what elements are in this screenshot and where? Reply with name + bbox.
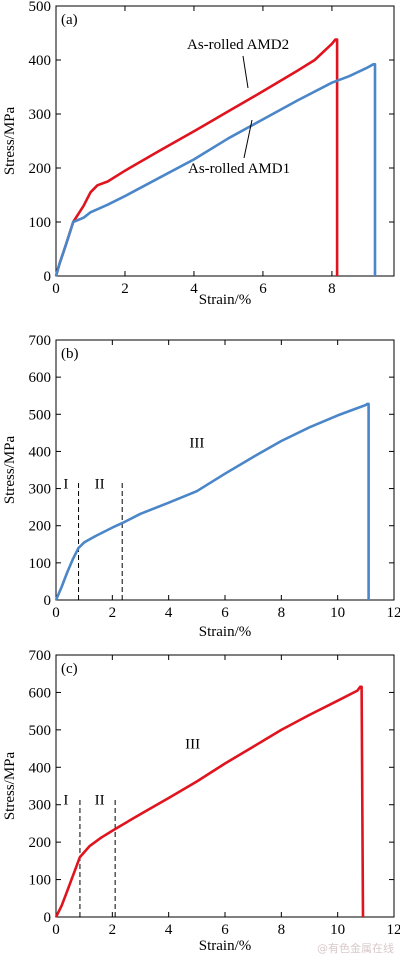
x-tick-label: 10 [330, 605, 345, 621]
x-tick-label: 4 [165, 605, 173, 621]
series-line [54, 402, 370, 601]
x-tick-label: 2 [121, 281, 129, 297]
y-tick-label: 400 [29, 53, 52, 69]
panel-label: (b) [61, 346, 79, 362]
x-tick-label: 12 [387, 605, 400, 621]
y-tick-label: 500 [29, 723, 52, 739]
stage-label: III [189, 436, 204, 452]
x-tick-label: 2 [109, 922, 117, 938]
y-tick-label: 100 [29, 873, 52, 889]
y-tick-label: 200 [29, 161, 52, 177]
x-tick-label: 4 [190, 281, 198, 297]
plot-frame [55, 5, 395, 277]
x-tick-label: 0 [52, 922, 60, 938]
plot-frame [55, 654, 395, 918]
x-tick-label: 8 [328, 281, 336, 297]
x-tick-label: 2 [109, 605, 117, 621]
x-tick-label: 10 [330, 922, 345, 938]
x-tick-label: 8 [278, 605, 286, 621]
series-label-leader [243, 119, 253, 159]
y-tick-label: 100 [29, 215, 52, 231]
stage-label: II [95, 793, 105, 809]
y-tick-label: 300 [29, 482, 52, 498]
series-line [54, 685, 365, 918]
y-tick-label: 100 [29, 556, 52, 572]
x-tick-label: 6 [259, 281, 267, 297]
watermark: @有色金属在线 [317, 942, 394, 955]
x-axis-label: Strain/% [199, 938, 252, 954]
x-tick-label: 0 [52, 281, 60, 297]
y-tick-label: 300 [29, 798, 52, 814]
stage-label: II [95, 477, 105, 493]
panel-label: (a) [61, 12, 78, 28]
chart-panel: 0 2 4 6 8 0 100 200 300 400 500 Strain/% Stress/MPa (… [2, 0, 395, 308]
stage-label: I [63, 477, 68, 493]
series-label: As-rolled AMD2 [187, 37, 289, 53]
x-tick-label: 0 [52, 605, 60, 621]
x-tick-label: 8 [278, 922, 286, 938]
y-tick-label: 700 [29, 333, 52, 349]
stage-label: III [185, 737, 200, 753]
y-axis-label: Stress/MPa [2, 435, 18, 504]
series-line [54, 63, 377, 277]
y-tick-label: 700 [29, 648, 52, 664]
x-axis-label: Strain/% [199, 292, 252, 308]
x-tick-label: 12 [387, 922, 400, 938]
chart-panel: 0 2 4 6 8 10 12 0 100 200 300 400 500 600 700 Strain/% S… [2, 648, 400, 954]
y-tick-label: 300 [29, 107, 52, 123]
x-tick-label: 4 [165, 922, 173, 938]
y-tick-label: 600 [29, 685, 52, 701]
y-tick-label: 400 [29, 760, 52, 776]
y-tick-label: 0 [44, 910, 52, 926]
panel-label: (c) [61, 661, 78, 677]
y-tick-label: 600 [29, 370, 52, 386]
x-tick-label: 6 [221, 605, 229, 621]
y-tick-label: 400 [29, 444, 52, 460]
y-axis-label: Stress/MPa [2, 751, 18, 820]
y-axis-label: Stress/MPa [2, 106, 18, 175]
y-tick-label: 500 [29, 0, 52, 15]
y-tick-label: 200 [29, 835, 52, 851]
plot-frame [55, 339, 395, 601]
series-label-leader [242, 55, 249, 89]
y-tick-label: 0 [44, 269, 52, 285]
series-label: As-rolled AMD1 [188, 161, 290, 177]
y-tick-label: 500 [29, 407, 52, 423]
y-tick-label: 200 [29, 519, 52, 535]
y-tick-label: 0 [44, 593, 52, 609]
stage-label: I [63, 793, 68, 809]
x-axis-label: Strain/% [199, 624, 252, 640]
x-tick-label: 6 [221, 922, 229, 938]
chart-panel: 0 2 4 6 8 10 12 0 100 200 300 400 500 600 700 Strain/% S… [2, 333, 400, 640]
